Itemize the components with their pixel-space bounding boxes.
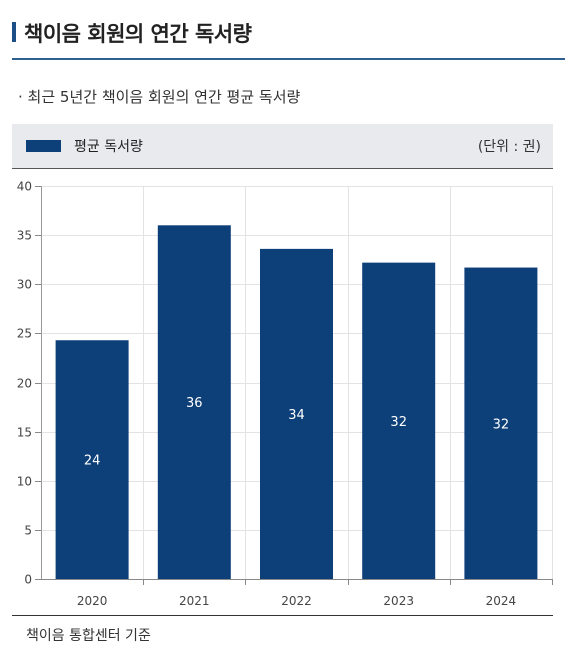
title-accent-bar xyxy=(12,22,16,42)
y-tick-label: 0 xyxy=(24,573,32,587)
bar-2020 xyxy=(55,340,129,579)
y-tick-label: 15 xyxy=(17,426,32,440)
legend-swatch xyxy=(26,140,61,152)
bar-chart: 0 5 10 15 20 25 30 35 40 24 2020 36 2021 34 2022 32 2023… xyxy=(12,168,553,608)
y-tick-label: 20 xyxy=(17,377,32,391)
bar-2022 xyxy=(260,248,333,579)
x-tick-label: 2020 xyxy=(77,594,108,608)
x-tick-label: 2024 xyxy=(486,594,517,608)
data-label: 36 xyxy=(186,396,203,411)
title-section: 책이음 회원의 연간 독서량 xyxy=(12,18,565,60)
y-tick-label: 40 xyxy=(17,180,32,194)
footer-divider xyxy=(12,615,553,616)
y-tick-label: 35 xyxy=(17,229,32,243)
unit-label: (단위 : 권) xyxy=(477,139,541,155)
legend-label: 평균 독서량 xyxy=(74,139,143,155)
x-tick-label: 2022 xyxy=(281,594,312,608)
legend-box: 평균 독서량 (단위 : 권) xyxy=(12,124,553,168)
y-tick-label: 30 xyxy=(17,278,32,292)
data-label: 24 xyxy=(84,454,101,469)
chart-subtitle: · 최근 5년간 책이음 회원의 연간 평균 독서량 xyxy=(18,88,301,106)
y-tick-label: 5 xyxy=(24,524,32,538)
data-label: 32 xyxy=(493,417,510,432)
bar-2021 xyxy=(157,225,231,580)
data-label: 34 xyxy=(288,408,305,423)
x-tick-label: 2023 xyxy=(383,594,414,608)
data-label: 32 xyxy=(390,415,407,430)
y-tick-label: 10 xyxy=(17,475,32,489)
bar-2023 xyxy=(362,262,436,579)
x-tick-label: 2021 xyxy=(179,594,210,608)
page-title: 책이음 회원의 연간 독서량 xyxy=(24,22,252,46)
bar-2024 xyxy=(464,267,538,579)
source-note: 책이음 통합센터 기준 xyxy=(26,628,151,644)
y-tick-label: 25 xyxy=(17,327,32,341)
